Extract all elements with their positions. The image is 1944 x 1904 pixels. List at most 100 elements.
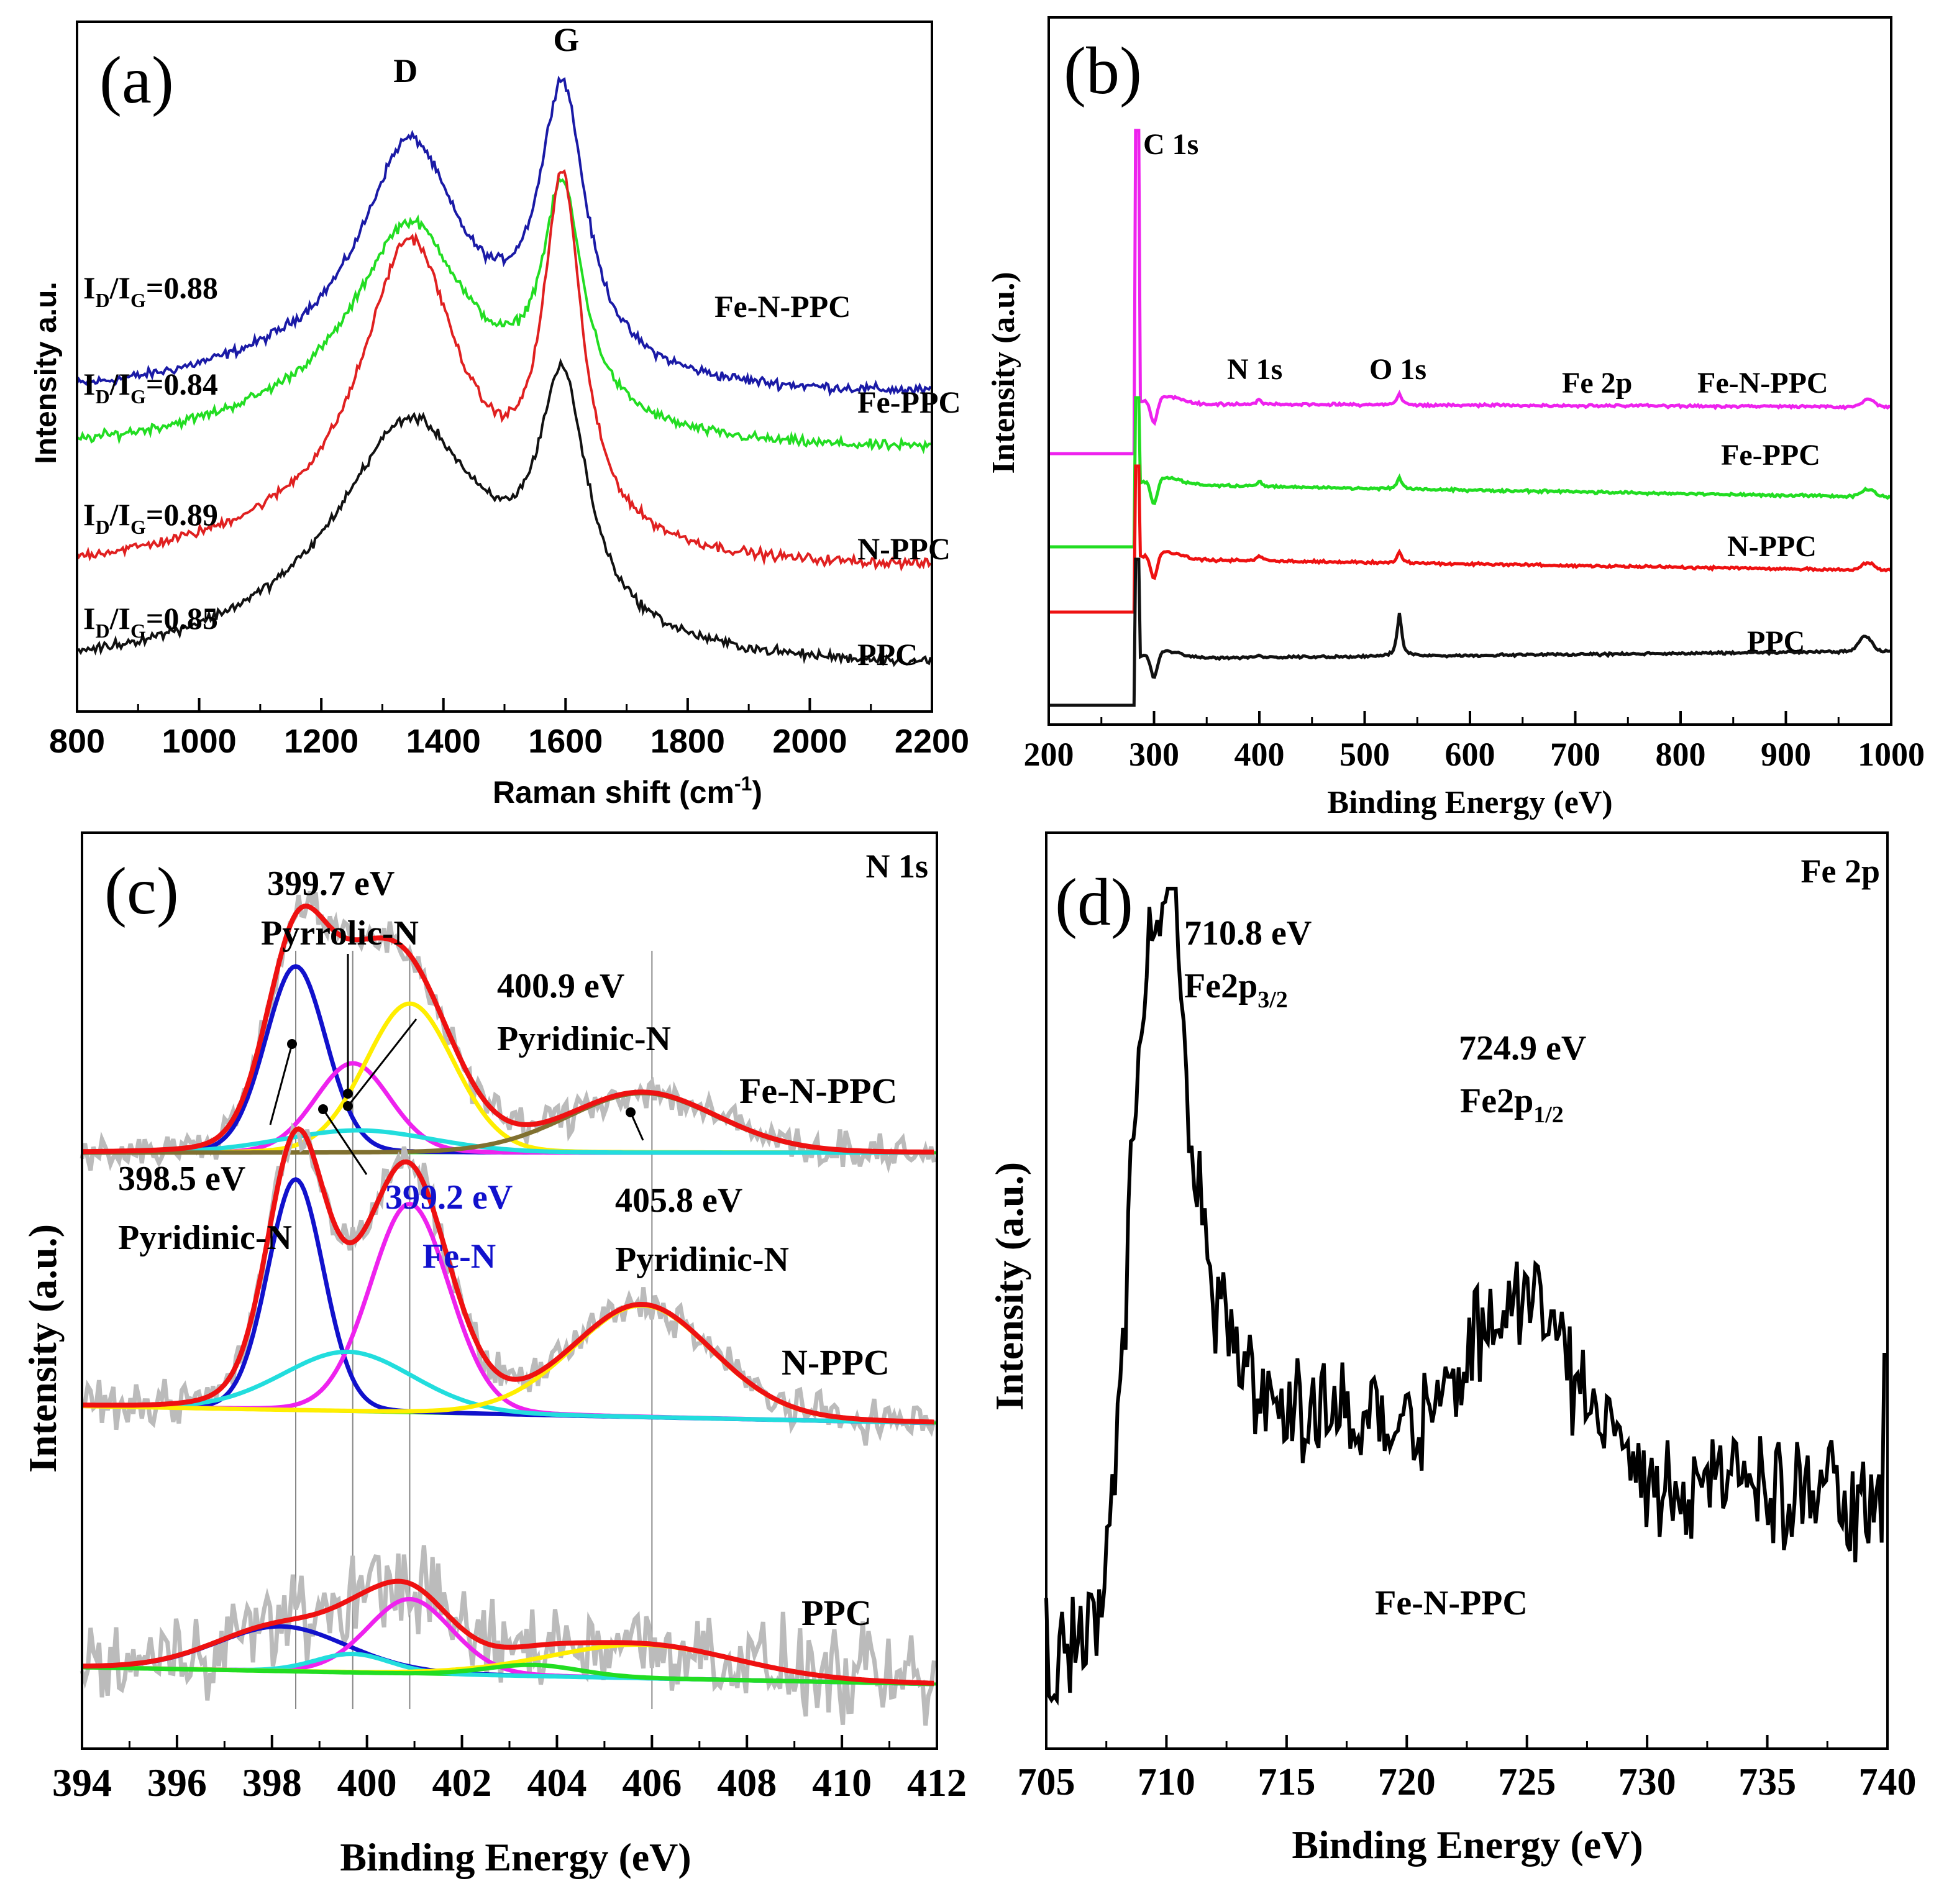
panel-d-xlabel: Binding Energy (eV) (1292, 1823, 1643, 1867)
panel-d-xtick-label: 720 (1378, 1761, 1436, 1803)
raman-series-fe-ppc (76, 175, 931, 454)
xps-label-n-ppc: N-PPC (1727, 530, 1817, 563)
n1s-annotation-arrow (629, 1112, 644, 1141)
xps-series-n-ppc (1049, 464, 1892, 614)
n1s-panel: (c) N 1s 394 396 398 400 402 404 406 408 410 412 … (21, 831, 967, 1879)
raman-ratio-fe-n-ppc: ID/IG=0.88 (83, 270, 218, 311)
xps-series-fe-ppc (1049, 396, 1892, 549)
n1s-annotation-energy: 398.5 eV (118, 1160, 245, 1198)
raman-ratio-fe-ppc: ID/IG=0.84 (83, 367, 218, 408)
panel-d-xtick-label: 740 (1859, 1761, 1917, 1803)
xps-peak-label: N 1s (1227, 353, 1282, 386)
panel-a-xtick-label: 2000 (772, 723, 847, 760)
panel-b-xtick-label: 700 (1550, 736, 1600, 773)
panel-b-xtick-label: 800 (1656, 736, 1706, 773)
panel-c-xtick-label: 406 (622, 1760, 682, 1805)
n1s-fit-fe-n-ppc (81, 904, 934, 1155)
n1s-label-ppc: PPC (801, 1593, 872, 1633)
n1s-arrow-head (626, 1107, 636, 1117)
n1s-annotation-energy: 405.8 eV (615, 1181, 742, 1220)
panel-b-xlabel: Binding Energy (eV) (1327, 785, 1612, 820)
panel-c-xtick-label: 398 (242, 1760, 302, 1805)
n1s-annotation-species: Pyridinic-N (118, 1219, 292, 1257)
n1s-fit-ppc (82, 1578, 934, 1686)
n1s-fit-n-ppc (82, 1126, 934, 1425)
panel-d-sample-label: Fe-N-PPC (1375, 1584, 1528, 1623)
n1s-annotation-species: Pyrrolic-N (261, 914, 419, 953)
panel-a-xlabel: Raman shift (cm-1) (493, 772, 762, 810)
panel-b-xtick-label: 300 (1129, 736, 1179, 773)
raman-ratio-n-ppc: ID/IG=0.89 (83, 497, 218, 538)
n1s-label-fe-n-ppc: Fe-N-PPC (739, 1071, 897, 1111)
raman-peak-g: G (553, 21, 579, 58)
xps-peak-label: C 1s (1143, 128, 1198, 161)
panel-a-xtick-label: 1600 (528, 723, 603, 760)
panel-a-label: (a) (99, 43, 174, 117)
panel-d-ylabel: Intensity (a.u.) (987, 1162, 1031, 1411)
n1s-annotation-species: Fe-N (422, 1237, 496, 1276)
fe2p-panel: (d) Fe 2p 705 710 715 720 725 730 735 740 710.8… (987, 831, 1917, 1867)
xps-peak-label: Fe 2p (1562, 367, 1632, 400)
n1s-annotation-arrow (322, 1109, 368, 1175)
panel-b-xtick-label: 900 (1761, 736, 1811, 773)
panel-b-xtick-label: 600 (1445, 736, 1495, 773)
panel-d-xtick-label: 715 (1257, 1761, 1315, 1803)
panel-b-ylabel: Intensity (a.u.) (986, 272, 1021, 474)
xps-label-ppc: PPC (1747, 625, 1805, 658)
n1s-label-n-ppc: N-PPC (782, 1342, 890, 1383)
panel-c-xtick-label: 410 (812, 1760, 872, 1805)
panel-c-xtick-label: 404 (527, 1760, 586, 1805)
panel-d-title: Fe 2p (1801, 853, 1881, 890)
panel-d-xtick-label: 735 (1738, 1761, 1796, 1803)
panel-c-xtick-label: 408 (717, 1760, 777, 1805)
panel-c-xtick-label: 396 (147, 1760, 207, 1805)
panel-d-xtick-label: 705 (1018, 1761, 1075, 1803)
n1s-annotation-energy: 400.9 eV (497, 967, 624, 1005)
raman-series-ppc (76, 358, 932, 667)
fe2p-annotation-energy: 724.9 eV (1459, 1029, 1586, 1068)
n1s-component (81, 1349, 934, 1426)
panel-b-label: (b) (1064, 34, 1142, 108)
panel-a-xtick-label: 1000 (162, 723, 237, 760)
n1s-annotation-species: Pyridinic-N (497, 1020, 671, 1058)
n1s-raw-ppc (80, 1545, 936, 1726)
panel-b-xtick-label: 200 (1024, 736, 1074, 773)
raman-series-fe-n-ppc (76, 75, 932, 397)
fe2p-annotation-energy: 710.8 eV (1184, 914, 1312, 953)
xps-survey-panel: (b) 200 300 400 500 600 700 800 900 1000 C 1s N 1… (986, 16, 1925, 820)
raman-series-n-ppc (76, 169, 932, 572)
panel-c-xtick-label: 400 (337, 1760, 397, 1805)
raman-ratio-ppc: ID/IG=0.85 (83, 601, 218, 642)
n1s-annotation-species: Pyridinic-N (615, 1240, 789, 1279)
panel-c-ylabel: Intensity (a.u.) (21, 1224, 65, 1473)
raman-peak-d: D (393, 52, 418, 89)
fe2p-series (1044, 887, 1887, 1706)
n1s-arrow-head (318, 1104, 328, 1114)
raman-label-ppc: PPC (857, 637, 918, 672)
n1s-annotation-energy: 399.2 eV (385, 1178, 513, 1217)
panel-b-xtick-label: 1000 (1858, 736, 1925, 773)
panel-a-xtick-label: 1400 (406, 723, 481, 760)
panel-a-ylabel: Intensity a.u. (30, 281, 63, 464)
panel-a-xtick-label: 800 (49, 723, 105, 760)
n1s-arrow-head (343, 1101, 353, 1111)
raman-label-fe-ppc: Fe-PPC (857, 385, 961, 419)
n1s-component (81, 1662, 934, 1687)
panel-d-xtick-label: 725 (1498, 1761, 1556, 1803)
fe2p-annotation-orbital: Fe2p3/2 (1184, 967, 1288, 1013)
xps-label-fe-n-ppc: Fe-N-PPC (1697, 367, 1828, 400)
raman-panel: (a) 800 1000 1200 1400 1600 1800 2000 2200 D G F… (30, 21, 969, 810)
panel-d-label: (d) (1055, 866, 1133, 940)
panel-d-xtick-label: 710 (1138, 1761, 1195, 1803)
n1s-annotation-energy: 399.7 eV (267, 864, 395, 903)
panel-a-xtick-label: 1200 (284, 723, 358, 760)
n1s-component (82, 1128, 934, 1155)
panel-c-title: N 1s (865, 848, 928, 885)
xps-series-fe-n-ppc (1049, 129, 1892, 455)
fe2p-annotation-orbital: Fe2p1/2 (1460, 1082, 1564, 1128)
xps-label-fe-ppc: Fe-PPC (1721, 439, 1820, 472)
xps-series-ppc (1049, 557, 1891, 707)
panel-c-xtick-label: 394 (52, 1760, 112, 1805)
